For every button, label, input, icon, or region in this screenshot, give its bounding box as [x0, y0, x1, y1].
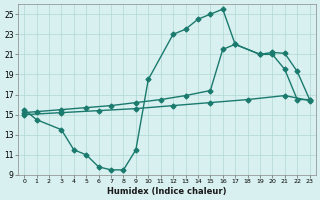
X-axis label: Humidex (Indice chaleur): Humidex (Indice chaleur) — [107, 187, 227, 196]
